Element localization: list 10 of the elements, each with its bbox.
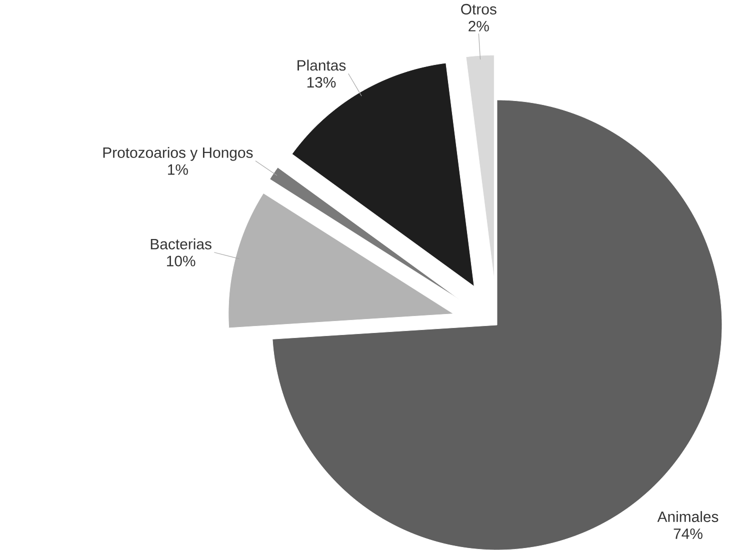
data-label: 2% — [468, 20, 489, 32]
data-label: 13% — [307, 77, 336, 88]
data-label: 10% — [167, 256, 196, 266]
slice-label: Plantas — [298, 60, 346, 71]
slice-label: Otros — [461, 4, 496, 15]
data-label: 74% — [674, 528, 702, 539]
slice-label: Protozoarios y Hongos — [103, 146, 253, 161]
data-label: 1% — [168, 164, 188, 175]
slice-label: Bacterias — [150, 238, 212, 250]
slice-label: Animales — [657, 511, 718, 522]
